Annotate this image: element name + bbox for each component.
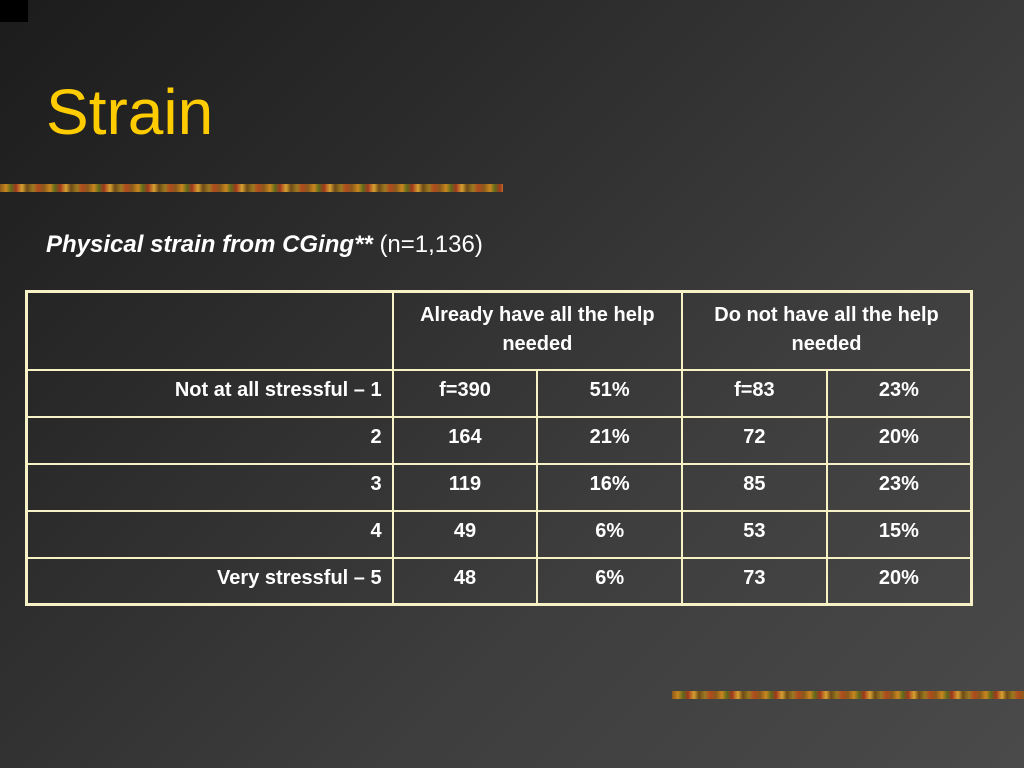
cell-have-percent: 16% xyxy=(536,462,684,512)
subtitle-sample-size: (n=1,136) xyxy=(379,231,483,258)
cell-have-count: 48 xyxy=(391,556,539,606)
row-label: Not at all stressful – 1 xyxy=(25,368,394,418)
cell-no-count: f=83 xyxy=(681,368,828,418)
strain-table: Already have all the help needed Do not … xyxy=(25,290,973,606)
row-label: 3 xyxy=(25,462,394,512)
cell-have-count: 119 xyxy=(391,462,539,512)
cell-have-percent: 51% xyxy=(536,368,684,418)
table-row: Very stressful – 5 48 6% 73 20% xyxy=(25,556,973,606)
decorative-stripe-top xyxy=(0,184,503,192)
table-row: 2 164 21% 72 20% xyxy=(25,415,973,465)
corner-marker xyxy=(0,0,28,22)
subtitle-main: Physical strain from CGing** xyxy=(46,231,373,258)
cell-no-percent: 20% xyxy=(825,415,973,465)
table-row: 3 119 16% 85 23% xyxy=(25,462,973,512)
cell-no-count: 85 xyxy=(681,462,828,512)
cell-have-count: 164 xyxy=(391,415,539,465)
cell-no-percent: 23% xyxy=(825,368,973,418)
cell-no-count: 73 xyxy=(681,556,828,606)
cell-no-percent: 23% xyxy=(825,462,973,512)
row-label: Very stressful – 5 xyxy=(25,556,394,606)
header-corner-cell xyxy=(25,290,394,371)
cell-no-count: 53 xyxy=(681,509,828,559)
slide-title: Strain xyxy=(46,76,214,148)
table-header-row: Already have all the help needed Do not … xyxy=(25,290,973,371)
row-label: 2 xyxy=(25,415,394,465)
cell-have-count: f=390 xyxy=(391,368,539,418)
decorative-stripe-bottom xyxy=(672,691,1024,699)
header-have-help: Already have all the help needed xyxy=(391,290,684,371)
cell-have-count: 49 xyxy=(391,509,539,559)
cell-no-count: 72 xyxy=(681,415,828,465)
cell-have-percent: 6% xyxy=(536,556,684,606)
cell-have-percent: 6% xyxy=(536,509,684,559)
header-no-help: Do not have all the help needed xyxy=(681,290,973,371)
table-row: Not at all stressful – 1 f=390 51% f=83 … xyxy=(25,368,973,418)
table-row: 4 49 6% 53 15% xyxy=(25,509,973,559)
cell-have-percent: 21% xyxy=(536,415,684,465)
row-label: 4 xyxy=(25,509,394,559)
cell-no-percent: 15% xyxy=(825,509,973,559)
table-subtitle: Physical strain from CGing** (n=1,136) xyxy=(46,230,483,260)
cell-no-percent: 20% xyxy=(825,556,973,606)
